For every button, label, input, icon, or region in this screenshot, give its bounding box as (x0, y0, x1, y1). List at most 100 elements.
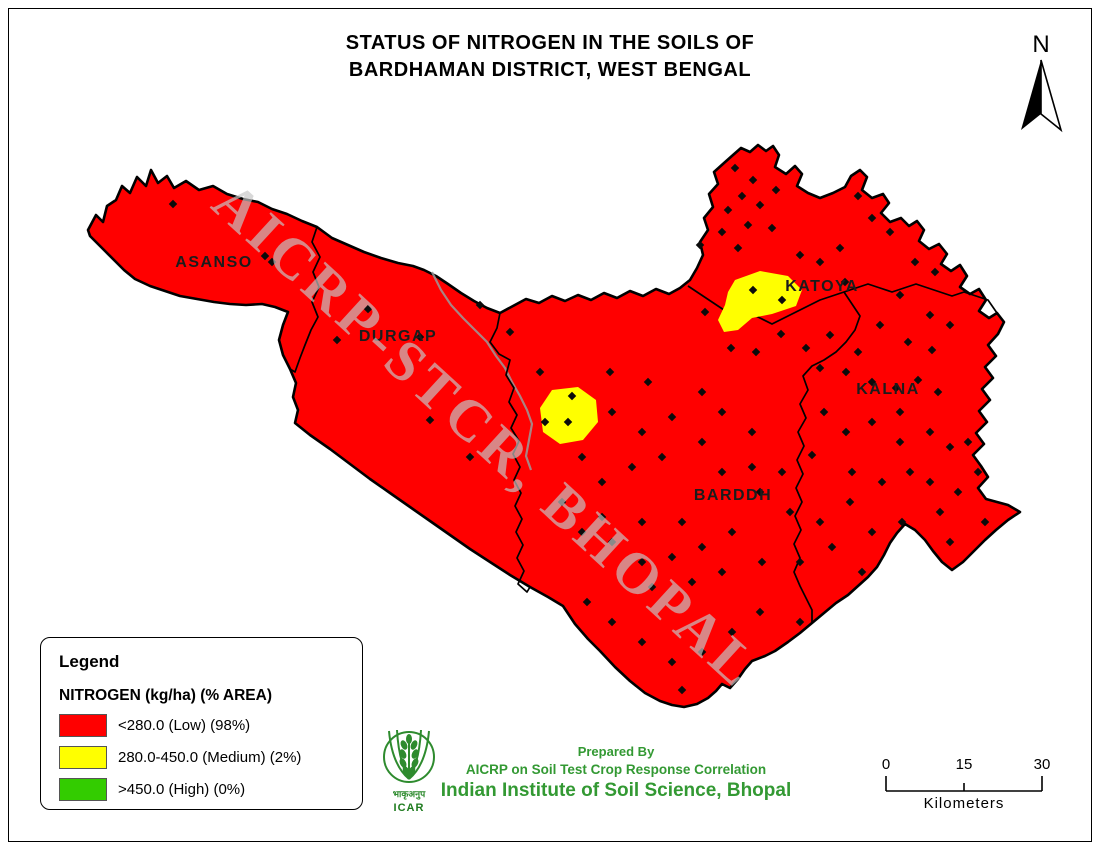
soil-sample-point (777, 467, 787, 477)
soil-sample-point (867, 417, 877, 427)
soil-sample-point (751, 347, 761, 357)
soil-sample-point (605, 367, 615, 377)
soil-sample-point (945, 320, 955, 330)
scale-label-30: 30 (1034, 756, 1051, 773)
subdistrict-boundary (489, 312, 531, 593)
legend-swatch-low (59, 714, 107, 737)
soil-sample-point (925, 310, 935, 320)
legend-item-low: <280.0 (Low) (98%) (59, 714, 362, 737)
soil-sample-point (267, 257, 277, 267)
soil-sample-point (840, 277, 850, 287)
page-border (8, 8, 1092, 842)
soil-sample-point (535, 367, 545, 377)
soil-sample-point (607, 407, 617, 417)
scale-bar: 0 15 30 Kilometers (882, 756, 1051, 812)
soil-sample-point (853, 347, 863, 357)
map-title: STATUS OF NITROGEN IN THE SOILS OF BARDH… (0, 30, 1100, 84)
soil-sample-point (505, 327, 515, 337)
soil-sample-point (726, 343, 736, 353)
soil-sample-point (475, 300, 485, 310)
soil-sample-point (577, 452, 587, 462)
soil-sample-point (567, 391, 577, 401)
soil-sample-point (748, 285, 758, 295)
legend-subtitle: NITROGEN (kg/ha) (% AREA) (59, 687, 272, 704)
north-arrow: N (1021, 31, 1063, 133)
soil-sample-point (677, 517, 687, 527)
soil-sample-point (747, 462, 757, 472)
region-label: KATOYA (785, 278, 859, 295)
soil-sample-point (913, 375, 923, 385)
river-line (431, 271, 534, 471)
soil-sample-point (757, 557, 767, 567)
icar-logo-circle (383, 731, 435, 783)
credits-prepared-by: Prepared By (577, 744, 655, 759)
soil-sample-point (827, 542, 837, 552)
soil-sample-point (897, 517, 907, 527)
scale-unit-label: Kilometers (924, 795, 1005, 812)
map-layer: ASANSO DURGAP KATOYA KALNA BARDDH (86, 143, 1022, 709)
soil-sample-point (697, 437, 707, 447)
soil-sample-point (607, 617, 617, 627)
region-label: BARDDH (694, 487, 772, 504)
soil-sample-point (425, 415, 435, 425)
legend-swatch-high (59, 778, 107, 801)
map-title-line2: BARDHAMAN DISTRICT, WEST BENGAL (348, 59, 752, 81)
soil-sample-point (795, 617, 805, 627)
soil-sample-point (697, 542, 707, 552)
soil-sample-point (168, 199, 178, 209)
soil-sample-point (841, 367, 851, 377)
soil-sample-point (667, 552, 677, 562)
soil-sample-point (980, 517, 990, 527)
soil-sample-point (925, 427, 935, 437)
subdistrict-boundary (793, 291, 861, 622)
soil-sample-point (776, 329, 786, 339)
soil-sample-point (597, 512, 607, 522)
soil-sample-point (847, 467, 857, 477)
soil-sample-point (415, 332, 425, 342)
legend-label-high: >450.0 (High) (0%) (118, 781, 246, 798)
credits-org: AICRP on Soil Test Crop Response Correla… (465, 762, 767, 777)
region-label: ASANSO (175, 254, 252, 271)
soil-sample-point (540, 417, 550, 427)
north-arrow-left-wing (1021, 60, 1041, 130)
soil-sample-point (717, 567, 727, 577)
soil-sample-point (895, 437, 905, 447)
soil-sample-point (727, 527, 737, 537)
soil-sample-point (905, 467, 915, 477)
soil-sample-point (857, 567, 867, 577)
credits-block: Prepared By AICRP on Soil Test Crop Resp… (432, 744, 800, 802)
soil-sample-point (807, 450, 817, 460)
soil-sample-point (795, 557, 805, 567)
soil-sample-point (963, 437, 973, 447)
soil-sample-point (643, 377, 653, 387)
soil-sample-point (825, 330, 835, 340)
north-arrow-right-wing (1040, 59, 1063, 133)
soil-sample-point (637, 557, 647, 567)
soil-sample-point (717, 467, 727, 477)
subdistrict-boundary (289, 226, 321, 373)
soil-sample-point (647, 582, 657, 592)
soil-sample-point (755, 487, 765, 497)
soil-sample-point (755, 607, 765, 617)
wheat-grains (399, 734, 419, 776)
scale-label-15: 15 (956, 756, 973, 773)
soil-sample-point (727, 627, 737, 637)
soil-sample-point (363, 304, 373, 314)
medium-nitrogen-zone (540, 387, 598, 444)
soil-sample-point (819, 407, 829, 417)
legend-title: Legend (59, 652, 120, 671)
legend-item-medium: 280.0-450.0 (Medium) (2%) (59, 746, 362, 769)
soil-sample-point (465, 452, 475, 462)
soil-sample-point (945, 537, 955, 547)
soil-sample-point (260, 251, 270, 261)
icar-acronym-label: ICAR (394, 802, 425, 814)
soil-sample-point (637, 427, 647, 437)
soil-sample-point (815, 517, 825, 527)
soil-sample-point (700, 307, 710, 317)
legend-swatch-medium (59, 746, 107, 769)
soil-sample-point (717, 407, 727, 417)
soil-sample-point (657, 452, 667, 462)
soil-sample-point (785, 507, 795, 517)
soil-sample-point (935, 507, 945, 517)
